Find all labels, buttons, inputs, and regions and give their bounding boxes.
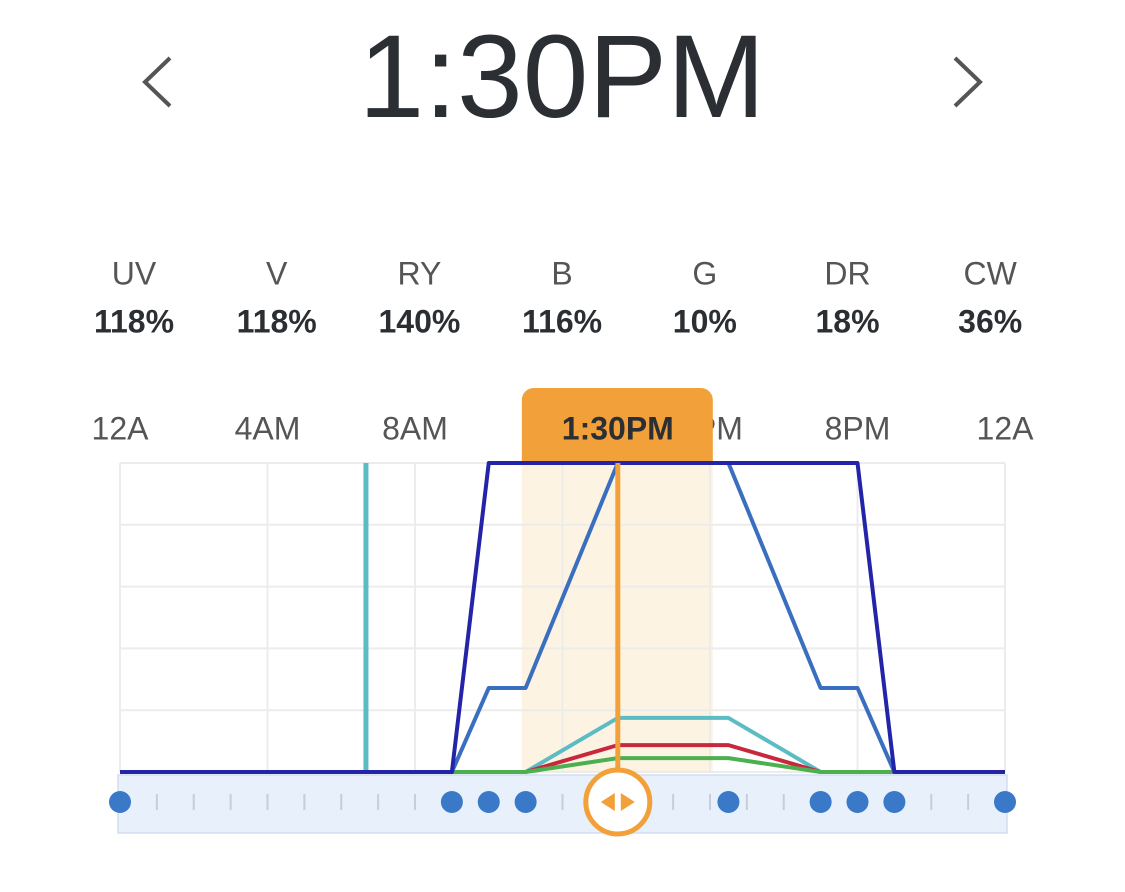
timeline-chart: 12A4AM8AM12PM4PM8PM12A1:30PM — [92, 388, 1035, 837]
channel-name: B — [551, 255, 572, 291]
channel-value: 140% — [378, 303, 460, 339]
keyframe-dot — [109, 791, 131, 813]
keyframe-dot — [477, 791, 500, 813]
keyframe-dot — [846, 791, 869, 813]
channel-name: G — [692, 255, 717, 291]
series-line — [525, 743, 822, 774]
keyframe-dot — [514, 791, 537, 813]
channel-value: 36% — [958, 303, 1022, 339]
keyframe-dot — [717, 791, 740, 813]
channel-name: V — [266, 255, 288, 291]
x-tick-label: 8PM — [825, 410, 891, 446]
x-tick-label: 12A — [977, 410, 1035, 446]
time-title: 1:30PM — [359, 11, 766, 143]
channel-value: 10% — [673, 303, 737, 339]
x-tick-label: 8AM — [382, 410, 448, 446]
time-badge — [521, 388, 713, 462]
series-line — [120, 461, 1005, 774]
time-badge-label: 1:30PM — [562, 410, 674, 446]
x-tick-label: 12A — [92, 410, 150, 446]
channel-value: 118% — [94, 303, 174, 339]
keyframe-dot — [994, 791, 1016, 813]
series-line — [451, 756, 895, 774]
channel-value: 118% — [237, 303, 317, 339]
keyframe-dot — [809, 791, 832, 813]
handle-arrows — [600, 793, 635, 811]
channel-value: 116% — [522, 303, 602, 339]
channel-name: UV — [112, 255, 157, 291]
prev-arrow[interactable] — [142, 56, 172, 108]
channel-name: CW — [964, 255, 1018, 291]
keyframe-dot — [440, 791, 463, 813]
series-line — [524, 715, 822, 774]
channels: UV 118% V 118% RY 140% B 116% G 10% DR 18% CW 36% — [94, 255, 1022, 339]
time-handle[interactable] — [583, 767, 653, 837]
x-tick-label: 4AM — [235, 410, 301, 446]
channel-name: DR — [824, 255, 870, 291]
next-arrow[interactable] — [953, 56, 983, 108]
channel-name: RY — [397, 255, 441, 291]
keyframe-dot — [883, 791, 906, 813]
channel-value: 18% — [815, 303, 879, 339]
